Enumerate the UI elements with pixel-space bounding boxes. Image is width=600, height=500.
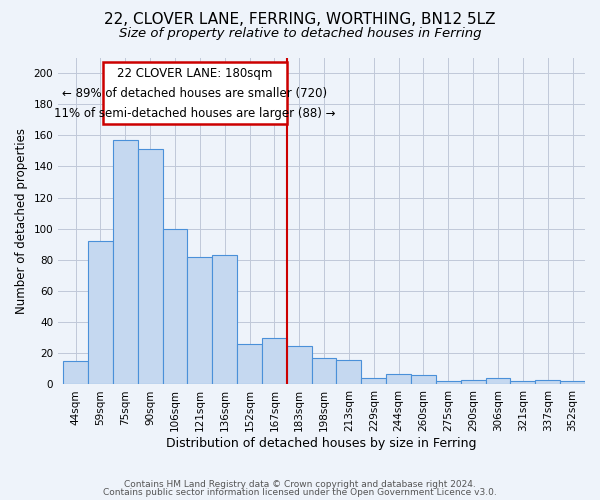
Bar [103,62,287,124]
X-axis label: Distribution of detached houses by size in Ferring: Distribution of detached houses by size … [166,437,477,450]
Bar [461,380,485,384]
Bar [212,255,237,384]
Bar [560,382,585,384]
Bar [287,346,311,385]
Bar [187,257,212,384]
Bar [137,150,163,384]
Bar [386,374,411,384]
Bar [511,382,535,384]
Text: 22 CLOVER LANE: 180sqm
← 89% of detached houses are smaller (720)
11% of semi-de: 22 CLOVER LANE: 180sqm ← 89% of detached… [54,67,335,120]
Bar [163,229,187,384]
Text: 22, CLOVER LANE, FERRING, WORTHING, BN12 5LZ: 22, CLOVER LANE, FERRING, WORTHING, BN12… [104,12,496,28]
Bar [361,378,386,384]
Text: Size of property relative to detached houses in Ferring: Size of property relative to detached ho… [119,28,481,40]
Bar [535,380,560,384]
Bar [485,378,511,384]
Bar [436,382,461,384]
Bar [311,358,337,384]
Bar [337,360,361,384]
Bar [113,140,137,384]
Bar [88,241,113,384]
Text: Contains public sector information licensed under the Open Government Licence v3: Contains public sector information licen… [103,488,497,497]
Bar [411,375,436,384]
Bar [237,344,262,385]
Bar [63,361,88,384]
Text: Contains HM Land Registry data © Crown copyright and database right 2024.: Contains HM Land Registry data © Crown c… [124,480,476,489]
Bar [262,338,287,384]
Y-axis label: Number of detached properties: Number of detached properties [15,128,28,314]
